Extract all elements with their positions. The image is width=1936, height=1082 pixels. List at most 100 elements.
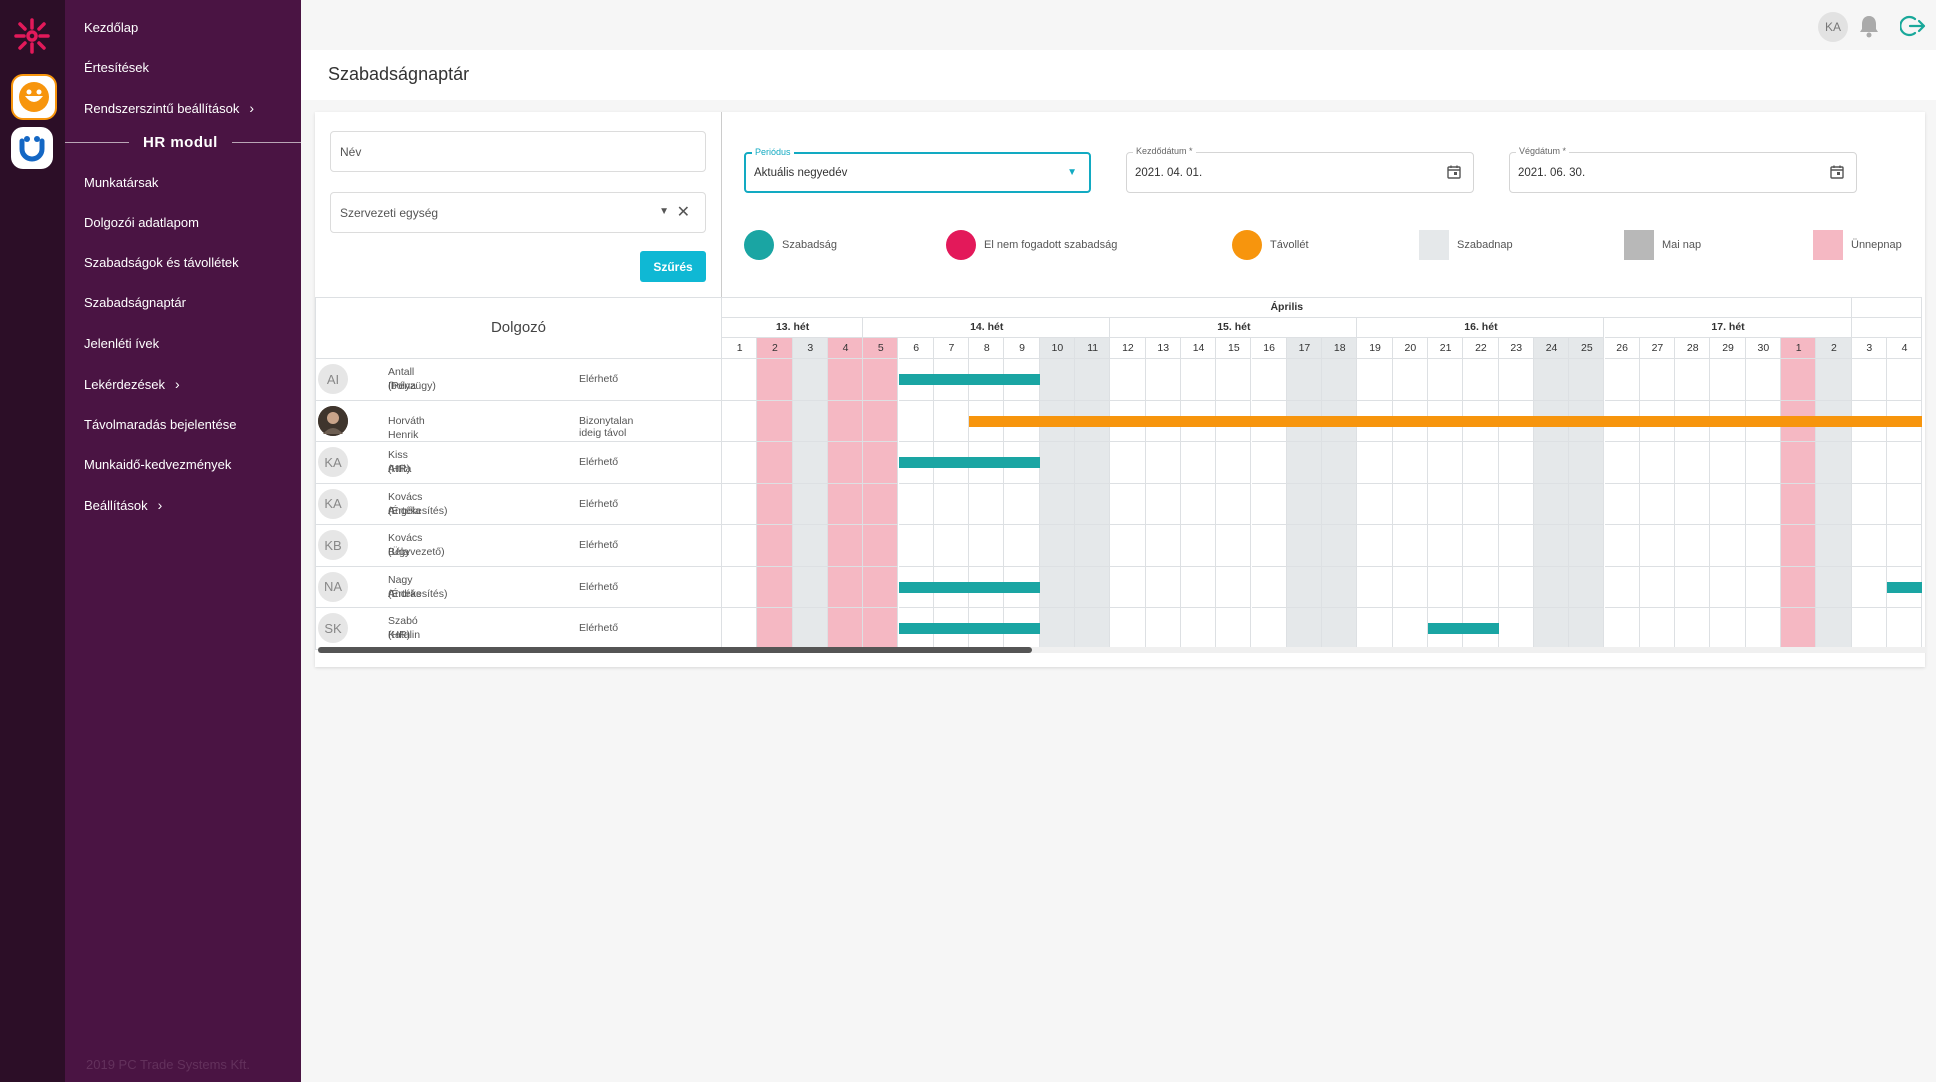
day-cell[interactable] [1251,566,1287,608]
day-cell[interactable] [1110,359,1146,401]
clear-icon[interactable]: ✕ [676,204,690,221]
day-cell[interactable] [1886,525,1923,567]
day-cell[interactable] [1639,483,1676,525]
hr-module-icon[interactable] [11,127,53,169]
sidebar-item-munkaido-kedvezmenyek[interactable]: Munkaidő-kedvezmények [84,457,231,472]
day-cell[interactable] [1075,566,1111,608]
horizontal-scroll-track[interactable] [318,647,1926,653]
day-cell[interactable] [1286,359,1323,401]
day-cell[interactable] [1851,566,1887,608]
day-cell[interactable] [827,483,864,525]
day-cell[interactable] [1710,566,1746,608]
day-cell[interactable] [827,566,864,608]
day-cell[interactable] [1216,483,1252,525]
day-cell[interactable] [1710,525,1746,567]
day-cell[interactable] [1286,483,1323,525]
day-cell[interactable] [1569,608,1605,650]
day-cell[interactable] [1745,442,1781,484]
day-cell[interactable] [1463,483,1499,525]
day-cell[interactable] [898,525,934,567]
day-cell[interactable] [1428,442,1464,484]
day-cell[interactable] [1075,525,1111,567]
day-cell[interactable] [1675,566,1711,608]
day-cell[interactable] [1251,525,1287,567]
horizontal-scrollbar-thumb[interactable] [318,647,1032,653]
day-cell[interactable] [1357,483,1393,525]
day-cell[interactable] [1428,525,1464,567]
day-cell[interactable] [1216,566,1252,608]
day-cell[interactable] [1110,608,1146,650]
day-cell[interactable] [1145,566,1181,608]
day-cell[interactable] [1710,442,1746,484]
day-cell[interactable] [1392,359,1428,401]
day-cell[interactable] [1816,483,1852,525]
day-cell[interactable] [1569,359,1605,401]
day-cell[interactable] [1604,359,1640,401]
day-cell[interactable] [1463,525,1499,567]
day-cell[interactable] [863,359,899,401]
day-cell[interactable] [1533,359,1570,401]
table-row[interactable] [315,359,722,401]
day-cell[interactable] [1533,566,1570,608]
day-cell[interactable] [1357,359,1393,401]
day-cell[interactable] [1392,442,1428,484]
day-cell[interactable] [1039,359,1075,401]
day-cell[interactable] [827,359,864,401]
day-cell[interactable] [1322,483,1358,525]
day-cell[interactable] [1745,525,1781,567]
day-cell[interactable] [1498,525,1534,567]
day-cell[interactable] [1145,359,1181,401]
day-cell[interactable] [1039,483,1075,525]
day-cell[interactable] [898,400,934,442]
day-cell[interactable] [722,483,758,525]
day-cell[interactable] [1004,525,1040,567]
day-cell[interactable] [1286,566,1323,608]
day-cell[interactable] [722,608,758,650]
day-cell[interactable] [933,483,970,525]
day-cell[interactable] [1675,359,1711,401]
day-cell[interactable] [1639,442,1676,484]
table-row[interactable] [315,483,722,525]
day-cell[interactable] [1816,525,1852,567]
day-cell[interactable] [1745,566,1781,608]
day-cell[interactable] [1039,525,1075,567]
day-cell[interactable] [792,400,828,442]
day-cell[interactable] [1110,566,1146,608]
name-filter-input[interactable]: Név [330,131,706,172]
leave-bar[interactable] [898,374,1040,385]
day-cell[interactable] [1145,608,1181,650]
day-cell[interactable] [1816,608,1852,650]
day-cell[interactable] [757,359,793,401]
day-cell[interactable] [1463,359,1499,401]
day-cell[interactable] [1604,483,1640,525]
day-cell[interactable] [827,442,864,484]
day-cell[interactable] [1745,359,1781,401]
day-cell[interactable] [1639,566,1676,608]
day-cell[interactable] [1781,483,1817,525]
day-cell[interactable] [1392,483,1428,525]
org-unit-select[interactable]: Szervezeti egység ▼ ✕ [330,192,706,233]
day-cell[interactable] [1322,566,1358,608]
bell-icon[interactable] [1858,14,1880,38]
day-cell[interactable] [1604,608,1640,650]
day-cell[interactable] [1604,566,1640,608]
end-date-field[interactable]: Végdátum * 2021. 06. 30. [1509,146,1857,193]
leave-bar[interactable] [898,581,1040,593]
day-cell[interactable] [1180,483,1217,525]
period-select[interactable]: Periódus Aktuális negyedév ▼ [744,147,1091,193]
day-cell[interactable] [1781,608,1817,650]
day-cell[interactable] [1851,525,1887,567]
day-cell[interactable] [1781,359,1817,401]
day-cell[interactable] [969,525,1005,567]
day-cell[interactable] [863,400,899,442]
table-row[interactable] [315,400,722,442]
sidebar-item-munkatarsak[interactable]: Munkatársak [84,175,158,190]
day-cell[interactable] [933,400,970,442]
day-cell[interactable] [1075,442,1111,484]
day-cell[interactable] [1851,608,1887,650]
day-cell[interactable] [1851,442,1887,484]
day-cell[interactable] [1710,483,1746,525]
day-cell[interactable] [1710,608,1746,650]
day-cell[interactable] [722,359,758,401]
day-cell[interactable] [792,525,828,567]
